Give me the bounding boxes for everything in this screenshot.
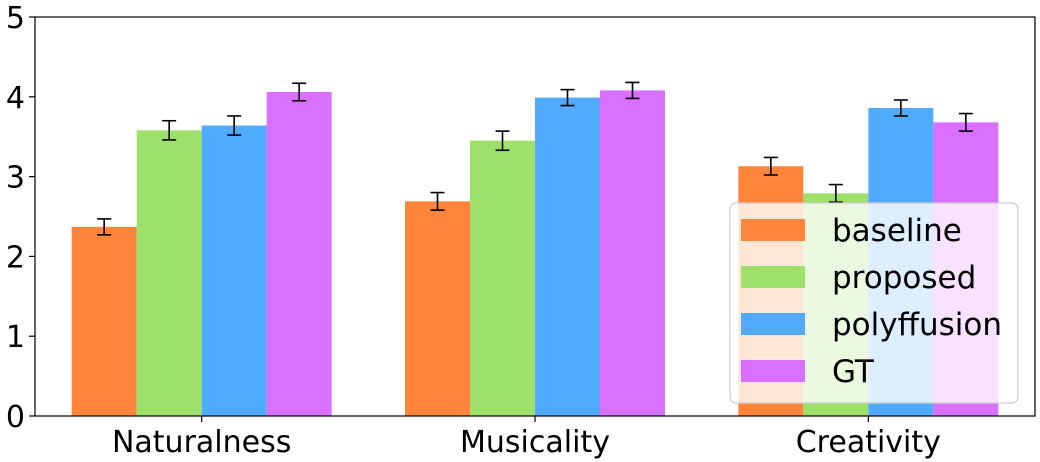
legend-swatch-proposed bbox=[741, 266, 805, 288]
error-bar-GT-musicality bbox=[625, 81, 640, 100]
bar-baseline-naturalness bbox=[71, 226, 137, 416]
bar-baseline-musicality bbox=[405, 201, 470, 416]
error-bar-proposed-creativity bbox=[828, 183, 843, 203]
legend: baseline proposed polyffusion GT bbox=[729, 202, 1019, 404]
x-tick-label-creativity: Creativity bbox=[796, 425, 941, 460]
error-bar-proposed-naturalness bbox=[162, 119, 177, 141]
y-tick-label: 2 bbox=[6, 240, 25, 275]
legend-label-baseline: baseline bbox=[832, 213, 962, 249]
y-tick-label: 5 bbox=[6, 1, 25, 36]
legend-swatch-GT bbox=[741, 360, 805, 382]
legend-label-proposed: proposed bbox=[832, 260, 976, 296]
y-axis: 0 1 2 3 4 5 bbox=[6, 1, 35, 435]
bar-proposed-naturalness bbox=[136, 130, 202, 417]
error-bar-baseline-musicality bbox=[430, 191, 445, 211]
error-bar-GT-naturalness bbox=[292, 82, 307, 102]
y-tick-label: 1 bbox=[6, 320, 25, 355]
error-bar-polyffusion-musicality bbox=[560, 88, 575, 107]
y-tick-label: 4 bbox=[6, 81, 25, 116]
x-tick-label-musicality: Musicality bbox=[460, 425, 610, 460]
bar-GT-musicality bbox=[600, 90, 665, 416]
legend-swatch-polyffusion bbox=[741, 313, 805, 335]
bar-proposed-musicality bbox=[470, 140, 535, 416]
error-bar-polyffusion-naturalness bbox=[227, 115, 242, 136]
legend-label-GT: GT bbox=[832, 354, 875, 390]
y-tick-label: 0 bbox=[6, 400, 25, 435]
legend-label-polyffusion: polyffusion bbox=[832, 307, 1002, 343]
bar-polyffusion-naturalness bbox=[201, 125, 267, 416]
error-bar-baseline-naturalness bbox=[97, 218, 112, 236]
bar-polyffusion-musicality bbox=[535, 97, 600, 417]
x-axis: Naturalness Musicality Creativity bbox=[112, 416, 941, 460]
error-bar-GT-creativity bbox=[958, 112, 973, 132]
error-bar-polyffusion-creativity bbox=[893, 99, 908, 117]
error-bars-layer bbox=[97, 81, 973, 236]
legend-swatch-baseline bbox=[741, 219, 805, 241]
error-bar-proposed-musicality bbox=[495, 130, 510, 152]
y-tick-label: 3 bbox=[6, 161, 25, 196]
error-bar-baseline-creativity bbox=[763, 156, 778, 176]
bar-GT-naturalness bbox=[266, 92, 332, 417]
x-tick-label-naturalness: Naturalness bbox=[112, 425, 291, 460]
legend-box bbox=[729, 202, 1019, 404]
